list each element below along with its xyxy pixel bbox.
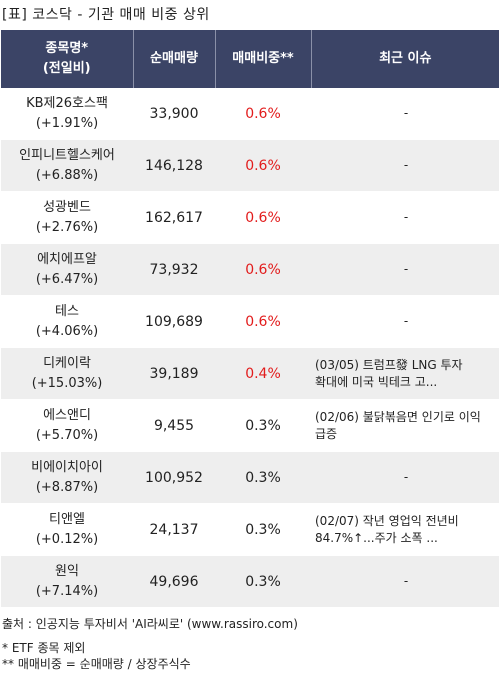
recent-issue-cell: - bbox=[311, 88, 499, 140]
recent-issue-cell: - bbox=[311, 139, 499, 192]
recent-issue: - bbox=[403, 470, 409, 484]
stock-name: 디케이락 bbox=[43, 355, 91, 371]
recent-issue: - bbox=[403, 314, 409, 328]
recent-issue-cell: - bbox=[311, 295, 499, 348]
recent-issue[interactable]: (03/05) 트럼프發 LNG 투자 확대에 미국 빅테크 고... bbox=[315, 357, 463, 389]
stock-name: 인피니트헬스케어 bbox=[19, 147, 115, 163]
net-volume: 162,617 bbox=[133, 191, 215, 244]
table-row: 에치에프알 (+6.47%) 73,932 0.6% - bbox=[1, 243, 499, 296]
net-volume: 146,128 bbox=[133, 139, 215, 192]
stock-name: 원익 bbox=[55, 563, 79, 579]
trading-ratio: 0.6% bbox=[215, 243, 311, 296]
trading-ratio: 0.6% bbox=[215, 191, 311, 244]
net-volume: 33,900 bbox=[133, 88, 215, 140]
stock-name-cell: 테스 (+4.06%) bbox=[1, 295, 133, 348]
stock-name: 테스 bbox=[55, 303, 79, 319]
header-name-line1: 종목명* bbox=[45, 41, 89, 56]
net-volume: 49,696 bbox=[133, 555, 215, 608]
table-row: 비에이치아이 (+8.87%) 100,952 0.3% - bbox=[1, 451, 499, 504]
stock-change: (+4.06%) bbox=[35, 323, 99, 339]
stock-name: 에치에프알 bbox=[37, 251, 97, 267]
stock-change: (+6.47%) bbox=[35, 271, 99, 287]
institution-trading-table: 종목명* (전일비) 순매매량 매매비중** 최근 이슈 KB제26호스팩 (+1… bbox=[1, 30, 499, 608]
stock-name-cell: 에치에프알 (+6.47%) bbox=[1, 243, 133, 296]
trading-ratio: 0.6% bbox=[215, 88, 311, 140]
recent-issue-cell: (02/06) 불닭볶음면 인기로 이익 급증 bbox=[311, 399, 499, 452]
stock-change: (+7.14%) bbox=[35, 583, 99, 599]
ratio-formula-note: ** 매매비중 = 순매매량 / 상장주식수 bbox=[2, 657, 191, 671]
header-issue: 최근 이슈 bbox=[311, 30, 499, 88]
trading-ratio: 0.6% bbox=[215, 139, 311, 192]
stock-name-cell: 비에이치아이 (+8.87%) bbox=[1, 451, 133, 504]
recent-issue-cell: - bbox=[311, 451, 499, 504]
table-row: 에스앤디 (+5.70%) 9,455 0.3% (02/06) 불닭볶음면 인기로 이… bbox=[1, 399, 499, 452]
stock-name-cell: 티앤엘 (+0.12%) bbox=[1, 503, 133, 556]
stock-change: (+5.70%) bbox=[35, 427, 99, 443]
recent-issue: - bbox=[403, 574, 409, 588]
recent-issue: - bbox=[403, 262, 409, 276]
recent-issue: - bbox=[403, 106, 409, 120]
table-row: 티앤엘 (+0.12%) 24,137 0.3% (02/07) 작년 영업익 전년비 … bbox=[1, 503, 499, 556]
stock-name-cell: 원익 (+7.14%) bbox=[1, 555, 133, 608]
net-volume: 39,189 bbox=[133, 347, 215, 400]
recent-issue[interactable]: (02/06) 불닭볶음면 인기로 이익 급증 bbox=[315, 409, 481, 441]
net-volume: 9,455 bbox=[133, 399, 215, 452]
recent-issue-cell: - bbox=[311, 555, 499, 608]
recent-issue-cell: (03/05) 트럼프發 LNG 투자 확대에 미국 빅테크 고... bbox=[311, 347, 499, 400]
stock-name-cell: KB제26호스팩 (+1.91%) bbox=[1, 88, 133, 140]
header-name: 종목명* (전일비) bbox=[1, 30, 134, 88]
stock-change: (+0.12%) bbox=[35, 531, 99, 547]
table-row: KB제26호스팩 (+1.91%) 33,900 0.6% - bbox=[1, 88, 499, 140]
stock-name: 비에이치아이 bbox=[31, 459, 103, 475]
stock-name: 에스앤디 bbox=[43, 407, 91, 423]
stock-name: 티앤엘 bbox=[49, 511, 85, 527]
header-ratio: 매매비중** bbox=[215, 30, 312, 88]
recent-issue[interactable]: (02/07) 작년 영업익 전년비 84.7%↑...주가 소폭 ... bbox=[315, 513, 459, 545]
stock-change: (+8.87%) bbox=[35, 479, 99, 495]
table-row: 테스 (+4.06%) 109,689 0.6% - bbox=[1, 295, 499, 348]
trading-ratio: 0.3% bbox=[215, 555, 311, 608]
trading-ratio: 0.4% bbox=[215, 347, 311, 400]
table-row: 성광벤드 (+2.76%) 162,617 0.6% - bbox=[1, 191, 499, 244]
stock-name-cell: 디케이락 (+15.03%) bbox=[1, 347, 133, 400]
page-title: [표] 코스닥 - 기관 매매 비중 상위 bbox=[2, 7, 210, 23]
footnotes: 출처 : 인공지능 투자비서 'AI라씨로' (www.rassiro.com)… bbox=[0, 616, 500, 672]
source-note: 출처 : 인공지능 투자비서 'AI라씨로' (www.rassiro.com) bbox=[2, 617, 298, 631]
stock-name: 성광벤드 bbox=[43, 199, 91, 215]
stock-change: (+2.76%) bbox=[35, 219, 99, 235]
stock-name-cell: 성광벤드 (+2.76%) bbox=[1, 191, 133, 244]
header-volume: 순매매량 bbox=[133, 30, 216, 88]
net-volume: 109,689 bbox=[133, 295, 215, 348]
net-volume: 24,137 bbox=[133, 503, 215, 556]
recent-issue: - bbox=[403, 210, 409, 224]
recent-issue: - bbox=[403, 158, 409, 172]
stock-name: KB제26호스팩 bbox=[26, 95, 108, 111]
stock-change: (+1.91%) bbox=[35, 115, 99, 131]
recent-issue-cell: - bbox=[311, 191, 499, 244]
trading-ratio: 0.3% bbox=[215, 503, 311, 556]
recent-issue-cell: (02/07) 작년 영업익 전년비 84.7%↑...주가 소폭 ... bbox=[311, 503, 499, 556]
table-row: 디케이락 (+15.03%) 39,189 0.4% (03/05) 트럼프發 LNG … bbox=[1, 347, 499, 400]
stock-name-cell: 에스앤디 (+5.70%) bbox=[1, 399, 133, 452]
net-volume: 100,952 bbox=[133, 451, 215, 504]
trading-ratio: 0.3% bbox=[215, 451, 311, 504]
stock-name-cell: 인피니트헬스케어 (+6.88%) bbox=[1, 139, 133, 192]
stock-change: (+15.03%) bbox=[31, 375, 103, 391]
table-header-row: 종목명* (전일비) 순매매량 매매비중** 최근 이슈 bbox=[1, 30, 499, 88]
etf-note: * ETF 종목 제외 bbox=[2, 641, 86, 655]
trading-ratio: 0.3% bbox=[215, 399, 311, 452]
net-volume: 73,932 bbox=[133, 243, 215, 296]
table-row: 인피니트헬스케어 (+6.88%) 146,128 0.6% - bbox=[1, 139, 499, 192]
trading-ratio: 0.6% bbox=[215, 295, 311, 348]
stock-change: (+6.88%) bbox=[35, 167, 99, 183]
recent-issue-cell: - bbox=[311, 243, 499, 296]
table-row: 원익 (+7.14%) 49,696 0.3% - bbox=[1, 555, 499, 608]
header-name-line2: (전일비) bbox=[42, 61, 91, 76]
